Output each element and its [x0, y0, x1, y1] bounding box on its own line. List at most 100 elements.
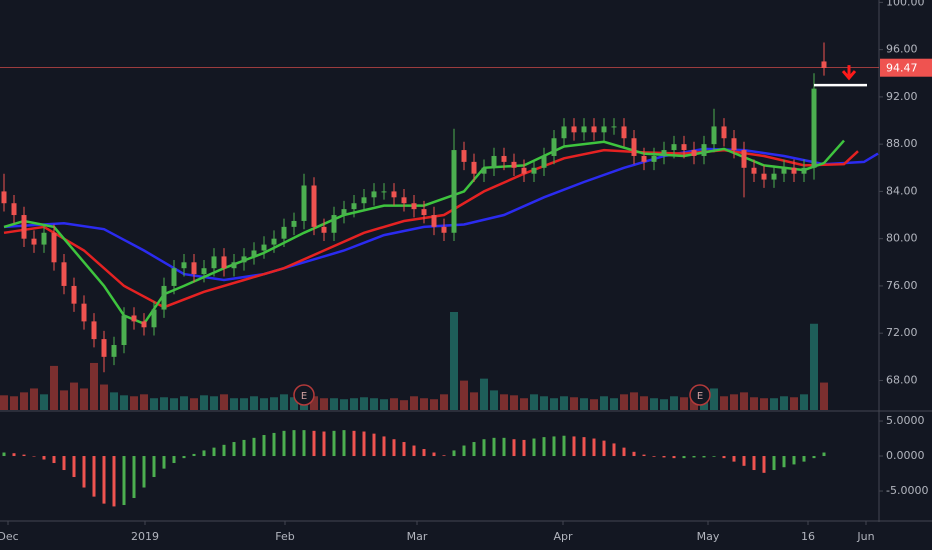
y-tick-label: 68.00	[886, 373, 918, 386]
histogram-bar	[212, 447, 216, 457]
histogram-bar	[322, 431, 326, 457]
candle-body	[791, 167, 797, 174]
candle-body	[801, 167, 807, 174]
volume-bar	[500, 394, 508, 410]
candle-body	[381, 191, 387, 193]
candle-body	[501, 155, 507, 162]
histogram-bar	[822, 452, 826, 457]
candle-body	[521, 167, 527, 174]
histogram-bar	[22, 454, 26, 457]
candle-body	[281, 226, 287, 239]
histogram-bar	[172, 456, 176, 464]
candle-body	[481, 167, 487, 174]
candle-body	[671, 144, 677, 151]
volume-bar	[460, 380, 468, 410]
histogram-bar	[662, 456, 666, 458]
histogram-bar	[422, 449, 426, 457]
volume-bar	[270, 397, 278, 410]
histogram-bar	[512, 439, 516, 457]
moving-average	[3, 148, 859, 309]
volume-bar	[810, 323, 818, 410]
histogram-bar	[642, 454, 646, 457]
volume-bar	[330, 398, 338, 410]
candle-body	[741, 150, 747, 168]
candle-body	[621, 126, 627, 139]
histogram-bar	[282, 430, 286, 457]
histogram-bar	[332, 430, 336, 457]
volume-bar	[140, 394, 148, 410]
candle-body	[661, 150, 667, 156]
x-tick-label: 2019	[131, 530, 159, 543]
histogram-bar	[162, 456, 166, 469]
histogram-bar	[462, 445, 466, 457]
volume-bar	[730, 394, 738, 410]
histogram-bar	[272, 432, 276, 457]
candle-body	[231, 262, 237, 269]
candle-body	[601, 126, 607, 133]
candle-body	[261, 244, 267, 251]
moving-average	[3, 139, 845, 326]
volume-bar	[570, 397, 578, 410]
candle-body	[611, 126, 617, 128]
volume-bar	[10, 396, 18, 410]
candle-body	[411, 203, 417, 210]
histogram-bar	[542, 437, 546, 457]
volume-bar	[610, 398, 618, 410]
volume-bar	[710, 388, 718, 410]
volume-bar	[30, 388, 38, 410]
volume-bar	[480, 378, 488, 410]
candle-body	[731, 138, 737, 151]
candle-body	[531, 167, 537, 174]
volume-bar	[80, 388, 88, 410]
histogram-bar	[802, 456, 806, 462]
histogram-bar	[472, 442, 476, 457]
histogram-bar	[412, 445, 416, 457]
x-tick-label: 16	[801, 530, 815, 543]
candle-body	[51, 232, 57, 263]
histogram-bar	[612, 443, 616, 457]
histogram-bar	[362, 431, 366, 457]
volume-bar	[590, 399, 598, 410]
volume-bar	[200, 395, 208, 410]
candle-body	[561, 126, 567, 139]
histogram-bar	[302, 430, 306, 457]
x-tick-label: Apr	[553, 530, 573, 543]
volume-bar	[350, 398, 358, 410]
candle-body	[771, 173, 777, 180]
histogram-bar	[702, 456, 706, 458]
candle-body	[721, 126, 727, 139]
x-tick-label: Mar	[407, 530, 428, 543]
candle-body	[441, 226, 447, 233]
histogram-bar	[752, 456, 756, 471]
histogram-bar	[692, 456, 696, 458]
volume-bar	[410, 396, 418, 410]
candle-body	[681, 144, 687, 151]
candle-body	[811, 88, 817, 168]
volume-bar	[620, 394, 628, 410]
volume-bar	[400, 400, 408, 410]
candle-body	[451, 150, 457, 233]
volume-bar	[800, 394, 808, 410]
candle-body	[171, 268, 177, 286]
volume-bar	[260, 398, 268, 410]
volume-bar	[510, 395, 518, 410]
volume-bar	[170, 398, 178, 410]
histogram-bar	[602, 440, 606, 457]
histogram-bar	[372, 433, 376, 457]
y-tick-label: 100.00	[886, 0, 925, 8]
histogram-bar	[592, 438, 596, 457]
histogram-bar	[582, 437, 586, 457]
volume-bar	[210, 396, 218, 410]
candle-body	[471, 161, 477, 174]
histogram-bar	[202, 450, 206, 457]
histogram-bar	[102, 456, 106, 504]
volume-bar	[240, 398, 248, 410]
candle-body	[431, 215, 437, 227]
histogram-bar	[52, 456, 56, 464]
volume-bar	[290, 397, 298, 410]
candle-body	[541, 155, 547, 168]
candle-body	[361, 197, 367, 204]
histogram-bar	[572, 436, 576, 457]
